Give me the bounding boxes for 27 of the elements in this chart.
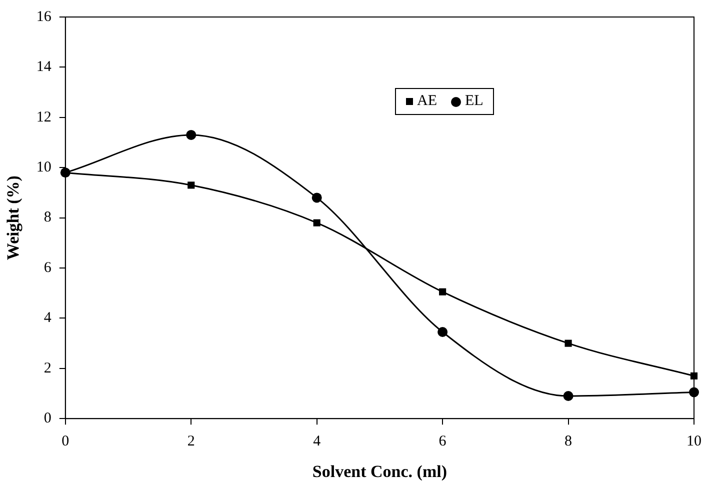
y-axis-title: Weight (%) <box>4 176 23 260</box>
point <box>313 219 320 226</box>
y-tick-label: 10 <box>36 160 52 176</box>
legend-label: EL <box>465 93 484 110</box>
x-axis-title: Solvent Conc. (ml) <box>312 462 447 482</box>
y-tick-label: 12 <box>36 109 52 126</box>
x-tick-label: 6 <box>438 434 447 450</box>
point <box>438 327 448 338</box>
legend-label: AE <box>417 93 437 110</box>
point <box>186 130 196 140</box>
y-tick-label: 2 <box>44 360 52 376</box>
y-tick-label: 16 <box>36 8 52 25</box>
point <box>439 288 446 296</box>
y-tick-label: 0 <box>44 410 52 427</box>
y-tick-label: 14 <box>36 59 52 76</box>
point <box>563 391 574 402</box>
x-tick-label: 4 <box>313 434 322 450</box>
x-tick-label: 0 <box>62 434 70 450</box>
point <box>564 340 572 347</box>
x-tick-label: 2 <box>187 434 195 450</box>
x-tick-label: 8 <box>564 434 572 450</box>
y-tick-label: 8 <box>44 210 52 226</box>
point <box>312 192 322 203</box>
y-tick-label: 4 <box>44 310 52 326</box>
point <box>188 182 195 189</box>
x-tick-label: 10 <box>686 434 702 450</box>
y-tick-label: 6 <box>44 260 52 276</box>
